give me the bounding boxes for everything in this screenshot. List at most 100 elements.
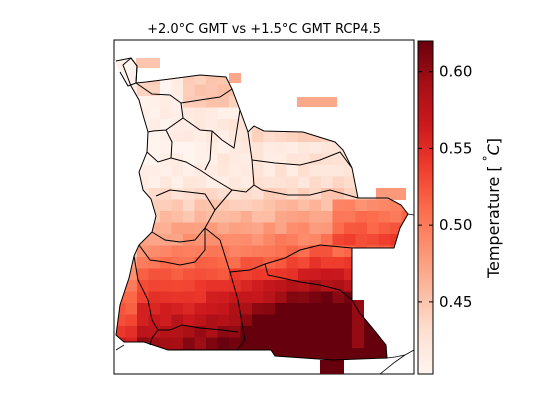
grid-cell xyxy=(160,314,173,327)
grid-cell xyxy=(183,211,196,224)
grid-cell xyxy=(194,314,207,327)
grid-cell xyxy=(367,222,380,235)
grid-cell xyxy=(298,188,311,201)
grid-cell xyxy=(160,176,173,189)
grid-cell xyxy=(298,222,311,235)
grid-cell xyxy=(309,245,322,258)
grid-cell xyxy=(229,222,242,235)
grid-cell xyxy=(171,280,184,293)
colorbar: 0.45 0.50 0.55 0.60 Temperature [°C] xyxy=(417,40,503,375)
grid-cell xyxy=(252,130,265,143)
grid-cell xyxy=(309,291,322,304)
grid-cell xyxy=(378,199,391,212)
grid-cell xyxy=(320,360,344,374)
grid-cell xyxy=(286,130,299,143)
grid-cell xyxy=(355,222,368,235)
grid-cell xyxy=(137,314,150,327)
grid-cell xyxy=(275,222,288,235)
grid-cell xyxy=(171,188,184,201)
grid-cell xyxy=(252,291,265,304)
grid-cell xyxy=(183,326,196,339)
grid-cell xyxy=(125,303,138,316)
grid-cell xyxy=(229,234,242,247)
grid-cell xyxy=(321,199,334,212)
grid-cell xyxy=(286,280,299,293)
grid-cell xyxy=(137,84,150,97)
grid-cell xyxy=(332,234,345,247)
grid-cell xyxy=(355,211,368,224)
grid-cell xyxy=(148,176,161,189)
grid-cell xyxy=(171,234,184,247)
grid-cell xyxy=(240,245,253,258)
grid-cell xyxy=(298,165,311,178)
grid-cell xyxy=(229,303,242,316)
grid-cell xyxy=(286,314,299,327)
grid-cell xyxy=(240,257,253,270)
grid-cell xyxy=(275,153,288,166)
grid-cell xyxy=(183,268,196,281)
grid-cell xyxy=(263,188,276,201)
grid-cell xyxy=(240,153,253,166)
grid-cell xyxy=(229,211,242,224)
grid-cell xyxy=(148,257,161,270)
grid-cell xyxy=(263,326,276,339)
grid-cell xyxy=(183,234,196,247)
grid-cell xyxy=(137,326,150,339)
grid-cell xyxy=(171,165,184,178)
grid-cell xyxy=(252,211,265,224)
temperature-grid-edge-cells xyxy=(136,58,406,374)
grid-cell xyxy=(183,199,196,212)
grid-cell xyxy=(194,337,207,350)
grid-cell xyxy=(229,280,242,293)
grid-cell xyxy=(367,337,380,350)
grid-cell xyxy=(240,188,253,201)
grid-cell xyxy=(286,153,299,166)
grid-cell xyxy=(286,222,299,235)
grid-cell xyxy=(160,142,173,155)
grid-cell xyxy=(194,165,207,178)
grid-cell xyxy=(194,303,207,316)
grid-cell xyxy=(263,176,276,189)
grid-cell xyxy=(183,245,196,258)
grid-cell xyxy=(344,211,357,224)
grid-cell xyxy=(263,153,276,166)
grid-cell xyxy=(194,96,207,109)
grid-cell xyxy=(286,326,299,339)
grid-cell xyxy=(332,291,345,304)
grid-cell xyxy=(171,245,184,258)
grid-cell xyxy=(183,119,196,132)
grid-cell xyxy=(194,188,207,201)
grid-cell xyxy=(229,142,242,155)
grid-cell xyxy=(263,234,276,247)
grid-cell xyxy=(160,257,173,270)
grid-cell xyxy=(171,291,184,304)
grid-cell xyxy=(298,211,311,224)
grid-cell xyxy=(206,84,219,97)
grid-cell xyxy=(367,234,380,247)
province-borders xyxy=(115,57,409,361)
grid-cell xyxy=(217,326,230,339)
grid-cell xyxy=(240,199,253,212)
grid-cell xyxy=(286,303,299,316)
grid-cell xyxy=(229,107,242,120)
grid-cell xyxy=(252,280,265,293)
grid-cell xyxy=(171,130,184,143)
grid-cell xyxy=(194,130,207,143)
grid-cell xyxy=(171,176,184,189)
grid-cell xyxy=(206,188,219,201)
grid-cell xyxy=(252,153,265,166)
grid-cell xyxy=(297,97,337,107)
grid-cell xyxy=(321,153,334,166)
grid-cell xyxy=(352,300,364,348)
grid-cell xyxy=(183,314,196,327)
grid-cell xyxy=(217,130,230,143)
grid-cell xyxy=(332,349,345,360)
grid-cell xyxy=(298,245,311,258)
grid-cell xyxy=(275,291,288,304)
colorbar-ticks: 0.45 0.50 0.55 0.60 xyxy=(418,63,472,311)
grid-cell xyxy=(332,268,345,281)
grid-cell xyxy=(275,176,288,189)
grid-cell xyxy=(275,349,288,360)
grid-cell xyxy=(263,222,276,235)
